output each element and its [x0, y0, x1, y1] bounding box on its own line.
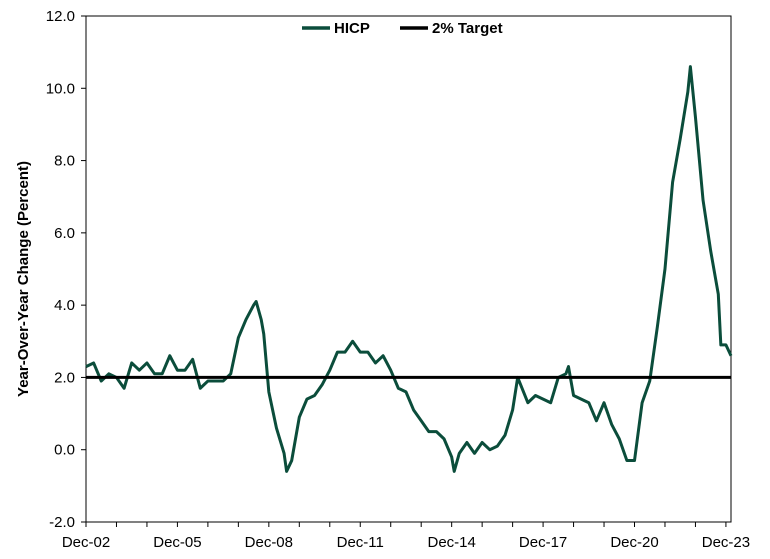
- y-tick-label: 6.0: [54, 225, 75, 242]
- y-tick-label: -2.0: [49, 514, 75, 531]
- x-tick-label: Dec-05: [153, 534, 201, 551]
- y-axis-ticks: -2.0 0.0 2.0 4.0 6.0 8.0 10.0 12.0: [46, 8, 86, 531]
- x-tick-label: Dec-08: [245, 534, 293, 551]
- y-tick-label: 2.0: [54, 369, 75, 386]
- x-tick-label: Dec-20: [610, 534, 658, 551]
- x-tick-label: Dec-11: [337, 534, 384, 551]
- legend: HICP 2% Target: [302, 20, 503, 37]
- y-tick-label: 4.0: [54, 297, 75, 314]
- x-tick-label: Dec-17: [519, 534, 567, 551]
- y-tick-label: 0.0: [54, 442, 75, 459]
- x-axis-ticks: Dec-02 Dec-05 Dec-08 Dec-11 Dec-14 Dec-17 Dec-…: [62, 522, 750, 551]
- plot-area-frame: [85, 15, 732, 523]
- hicp-series-line: [85, 65, 733, 473]
- series-layer: [85, 65, 733, 473]
- x-tick-label: Dec-02: [62, 534, 110, 551]
- x-tick-label: Dec-23: [702, 534, 750, 551]
- legend-label: 2% Target: [432, 20, 503, 37]
- x-tick-label: Dec-14: [427, 534, 475, 551]
- y-tick-label: 10.0: [46, 80, 75, 97]
- legend-label: HICP: [334, 20, 370, 37]
- y-axis-title: Year-Over-Year Change (Percent): [15, 161, 32, 397]
- y-tick-label: 8.0: [54, 153, 75, 170]
- y-tick-label: 12.0: [46, 8, 75, 25]
